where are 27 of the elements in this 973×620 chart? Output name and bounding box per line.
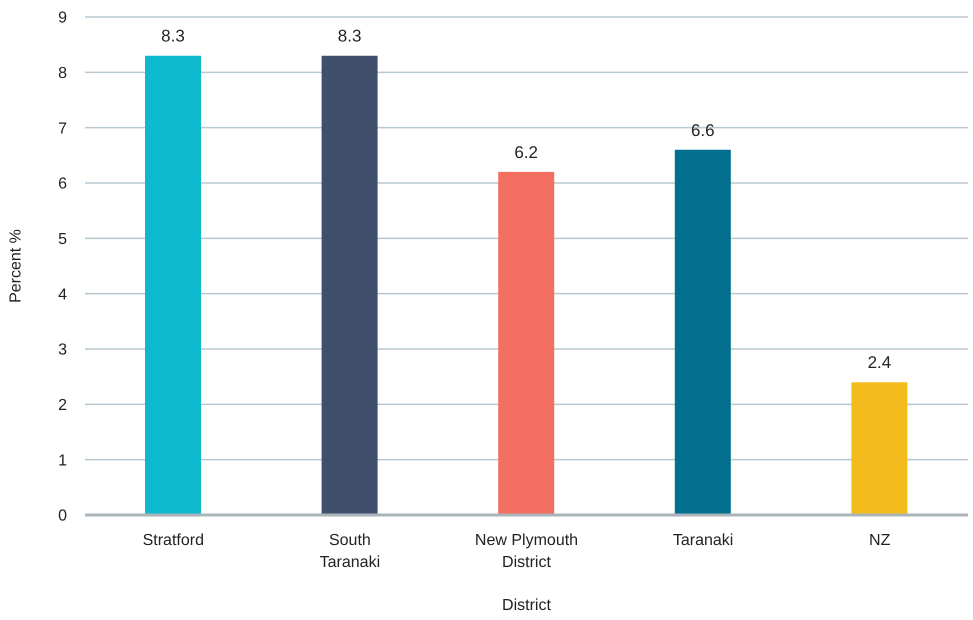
x-axis-title: District	[502, 597, 552, 614]
bar	[322, 56, 378, 515]
x-tick-label: New Plymouth District	[474, 532, 578, 571]
y-tick-label: 1	[58, 452, 68, 470]
bar	[674, 150, 731, 515]
data-label: 6.2	[514, 142, 538, 162]
y-tick-label: 3	[58, 342, 68, 359]
data-label: 8.3	[161, 26, 185, 46]
y-tick-label: 7	[58, 120, 68, 138]
data-label: 6.6	[690, 120, 715, 140]
data-label: 8.3	[338, 26, 362, 46]
x-tick-label: NZ	[869, 532, 891, 549]
y-axis-title: Percent %	[8, 229, 25, 303]
y-tick-label: 9	[58, 10, 68, 27]
y-tick-label: 0	[58, 508, 68, 525]
y-tick-label: 5	[58, 231, 68, 248]
bar	[145, 56, 201, 515]
bar	[498, 172, 554, 515]
bar	[851, 382, 908, 515]
data-label: 2.4	[868, 353, 892, 372]
x-tick-label: Stratford	[142, 532, 204, 549]
y-tick-label: 8	[58, 65, 68, 82]
y-tick-label: 4	[58, 286, 68, 304]
x-tick-label: Taranaki	[672, 532, 734, 549]
x-tick-label: South Taranaki	[320, 532, 380, 571]
y-tick-label: 2	[58, 397, 68, 414]
y-tick-label: 6	[58, 176, 68, 193]
